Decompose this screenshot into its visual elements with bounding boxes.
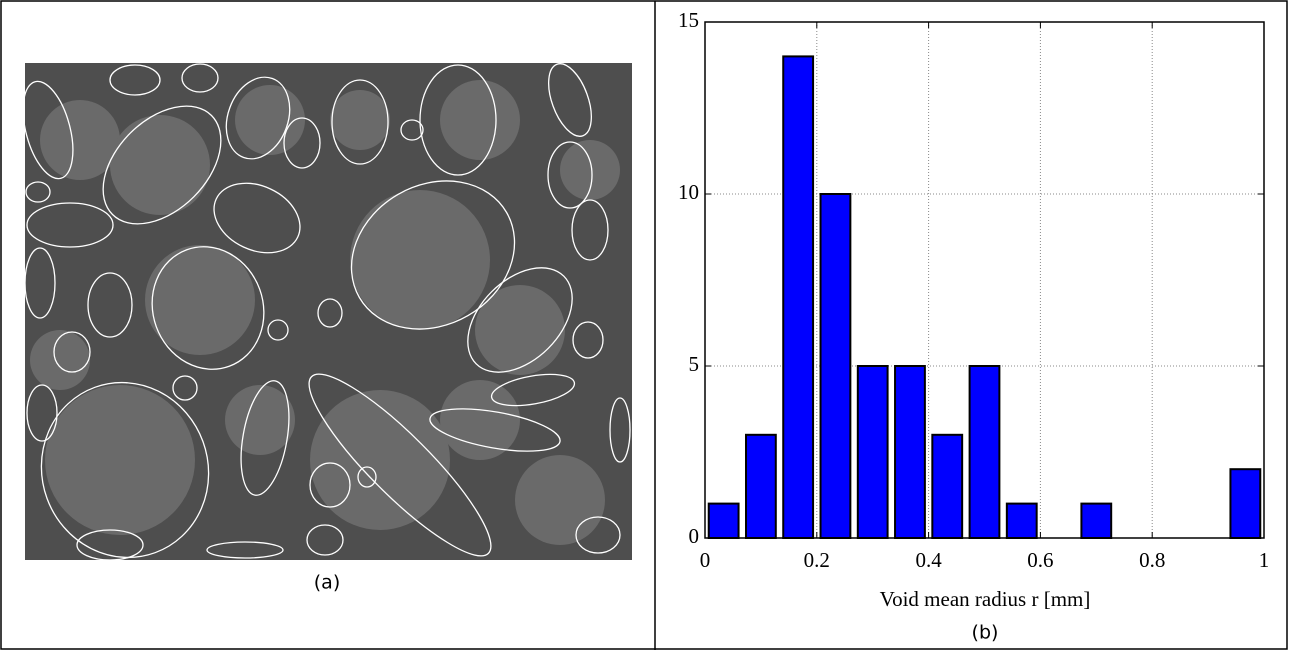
x-tick-label: 1 [1259,548,1270,572]
bar [782,55,815,540]
bar [819,193,852,539]
micrograph [22,63,632,561]
y-tick-label: 15 [678,8,699,32]
bar [707,502,740,540]
caption-b: (b) [972,622,999,644]
caption-a: (a) [314,572,340,594]
bar [894,365,926,539]
x-axis-label: Void mean radius r [mm] [880,587,1091,611]
y-tick-label: 10 [678,180,699,204]
x-tick-label: 0 [700,548,711,572]
axes-box [704,21,1265,539]
y-tick-label: 0 [689,524,700,548]
bar [1005,502,1038,540]
x-tick-label: 0.6 [1027,548,1053,572]
bar [745,433,777,539]
bar [856,365,889,539]
y-tick-label: 5 [689,352,700,376]
x-tick-label: 0.2 [804,548,830,572]
bar [968,365,1001,539]
bar [931,433,964,539]
bar [1080,502,1113,540]
bar [1229,468,1262,540]
x-tick-label: 0.4 [915,548,942,572]
x-tick-label: 0.8 [1139,548,1165,572]
